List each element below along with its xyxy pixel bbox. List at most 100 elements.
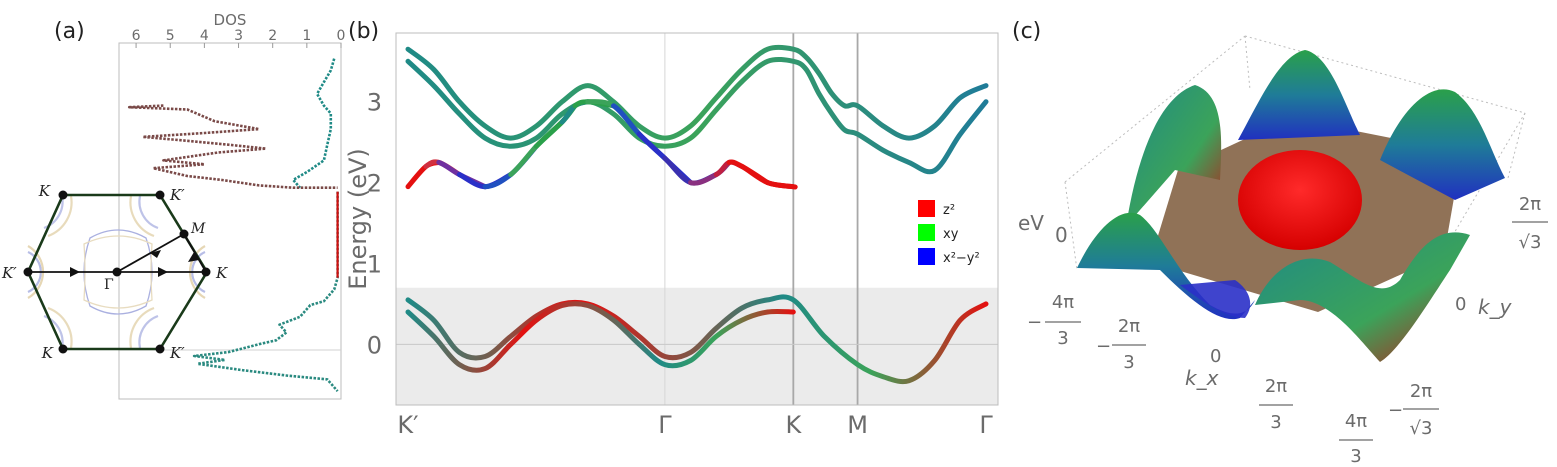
- arrow-1: [70, 267, 80, 277]
- orbital-legend: z² xy x²−y²: [918, 200, 980, 266]
- peak-left-back: [1126, 85, 1222, 226]
- ky-axis-label: k_y: [1478, 295, 1513, 319]
- kpath-tick-label: Γ: [658, 411, 672, 439]
- point-k-bottom-left: [58, 344, 68, 354]
- band-frame: [395, 32, 999, 406]
- kx-tick-p43: 4π 3: [1339, 411, 1373, 467]
- dos-tick-label: 0: [337, 28, 346, 44]
- band-curve: [405, 56, 989, 175]
- label-kp-top-right: K′: [169, 186, 185, 204]
- surface-plot: eV 0 k_x k_y − 4π 3 − 2π 3 0 2π 3 4π 3 2…: [1018, 35, 1548, 467]
- brillouin-zone: K K′ K′ K M Γ K K′: [1, 182, 228, 362]
- legend-label: xy: [943, 227, 959, 242]
- center-dome: [1238, 150, 1362, 250]
- ky-tick-m: − 2π √3: [1388, 381, 1439, 439]
- dos-tick-label: 1: [302, 28, 311, 44]
- legend-swatch: [918, 200, 935, 217]
- point-kp-top-right: [155, 190, 165, 200]
- band-plot: 0 1 2 3 K′ Γ K M Γ Energy (eV) z² xy x²−y²: [344, 32, 999, 439]
- kpath-tick-label: M: [847, 411, 868, 439]
- panel-label-a: (a): [54, 19, 85, 44]
- kpath-tick-label: K′: [397, 411, 418, 439]
- dos-curve: [291, 58, 336, 189]
- point-gamma: [112, 267, 122, 277]
- svg-text:3: 3: [1350, 446, 1361, 467]
- dos-tick-labels: 6 5 4 3 2 1 0: [132, 28, 346, 48]
- kpath-tick-label: Γ: [979, 411, 993, 439]
- svg-text:2π: 2π: [1410, 381, 1432, 402]
- svg-text:√3: √3: [1519, 232, 1542, 253]
- point-kp-bottom-right: [155, 344, 165, 354]
- svg-text:−: −: [1096, 336, 1111, 357]
- kpath-tick-labels: K′ Γ K M Γ: [397, 411, 993, 439]
- svg-text:4π: 4π: [1052, 292, 1074, 313]
- band-curve-segment: [405, 159, 442, 190]
- ky-tick-0: 0: [1455, 294, 1466, 315]
- panel-label-b: (b): [348, 19, 379, 44]
- svg-text:2π: 2π: [1519, 194, 1541, 215]
- label-k-right: K: [215, 264, 228, 282]
- kx-axis-label: k_x: [1185, 366, 1219, 390]
- svg-text:3: 3: [1057, 328, 1068, 349]
- label-k-top-left: K: [38, 182, 51, 200]
- kpath-tick-label: K: [785, 411, 802, 439]
- dos-frame: [118, 42, 342, 400]
- ky-tick-p: 2π √3: [1512, 194, 1548, 253]
- peak-right-back: [1380, 89, 1505, 200]
- kx-tick-m23: − 2π 3: [1096, 316, 1146, 373]
- panel-label-c: (c): [1012, 19, 1041, 44]
- dos-title: DOS: [214, 11, 247, 29]
- svg-text:2π: 2π: [1265, 376, 1287, 397]
- point-k-right: [201, 267, 211, 277]
- legend-label: z²: [943, 203, 955, 218]
- point-m: [179, 229, 189, 239]
- arrow-4: [150, 250, 161, 258]
- label-gamma: Γ: [104, 277, 114, 293]
- point-kp-left: [23, 267, 33, 277]
- legend-label: x²−y²: [943, 251, 980, 266]
- z-tick-0: 0: [1055, 223, 1068, 247]
- path-k-m: [183, 233, 207, 273]
- legend-swatch: [918, 224, 935, 241]
- z-axis-label: eV: [1018, 211, 1044, 235]
- band-curve-segment: [765, 180, 798, 190]
- energy-axis-label: Energy (eV): [344, 148, 372, 290]
- svg-text:−: −: [1388, 400, 1403, 421]
- dos-tick-label: 6: [132, 28, 141, 44]
- label-kp-bottom-right: K′: [169, 344, 185, 362]
- kx-tick-0: 0: [1210, 346, 1221, 367]
- dos-curve: [192, 191, 339, 393]
- point-k-top-left: [58, 190, 68, 200]
- energy-tick-label: 2: [367, 170, 382, 198]
- kx-tick-p23: 2π 3: [1259, 376, 1293, 433]
- label-k-bottom-left: K: [41, 344, 54, 362]
- energy-tick-label: 1: [367, 250, 382, 278]
- valley-blue: [1180, 280, 1251, 318]
- peak-back: [1238, 50, 1360, 140]
- dos-tick-label: 5: [166, 28, 175, 44]
- svg-text:3: 3: [1123, 352, 1134, 373]
- peak-right-front: [1255, 232, 1470, 362]
- svg-text:−: −: [1027, 312, 1042, 333]
- dos-curves: [127, 58, 339, 393]
- band-curves: [405, 44, 989, 385]
- kx-tick-m43: − 4π 3: [1027, 292, 1081, 349]
- legend-swatch: [918, 248, 935, 265]
- peak-left-front: [1077, 212, 1255, 320]
- energy-tick-labels: 0 1 2 3: [367, 89, 382, 360]
- svg-text:3: 3: [1270, 412, 1281, 433]
- svg-text:4π: 4π: [1345, 411, 1367, 432]
- svg-text:√3: √3: [1410, 418, 1433, 439]
- label-kp-left: K′: [1, 264, 17, 282]
- band-curve: [405, 301, 796, 373]
- dos-curve: [127, 104, 338, 189]
- energy-tick-label: 0: [367, 331, 382, 359]
- svg-text:2π: 2π: [1118, 316, 1140, 337]
- dos-tick-label: 2: [268, 28, 277, 44]
- dos-tick-label: 4: [200, 28, 209, 44]
- arrow-3: [188, 252, 199, 262]
- label-m: M: [190, 221, 206, 237]
- band-curve: [405, 294, 989, 385]
- arrow-2: [158, 267, 168, 277]
